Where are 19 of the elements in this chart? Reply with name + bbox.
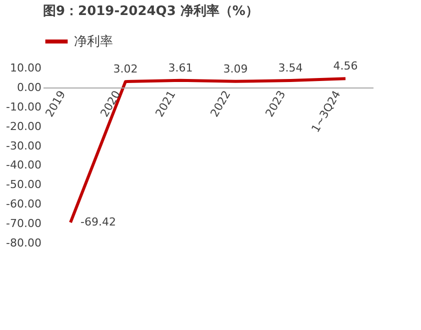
y-tick-label: -80.00 bbox=[6, 236, 42, 250]
data-label: 3.54 bbox=[278, 62, 303, 75]
data-label: 3.09 bbox=[223, 62, 248, 76]
y-tick-label: -60.00 bbox=[6, 198, 42, 211]
data-label: 4.56 bbox=[333, 60, 358, 73]
data-label: 3.61 bbox=[168, 61, 193, 74]
y-tick-label: -50.00 bbox=[6, 178, 42, 192]
data-label: 3.02 bbox=[113, 62, 138, 76]
line-series bbox=[69, 77, 347, 224]
y-tick-label: -20.00 bbox=[6, 120, 42, 133]
data-label: -69.42 bbox=[80, 215, 116, 228]
legend-label: 净利率 bbox=[74, 34, 113, 50]
y-tick-label: -40.00 bbox=[6, 158, 42, 172]
y-tick-label: -30.00 bbox=[6, 139, 42, 152]
y-tick-label: 10.00 bbox=[10, 62, 42, 74]
y-tick-label: -70.00 bbox=[6, 217, 42, 230]
chart-title: 图9：2019-2024Q3 净利率（%） bbox=[43, 3, 258, 19]
y-tick-label: -10.00 bbox=[6, 100, 42, 114]
y-tick-label: 0.00 bbox=[17, 80, 42, 94]
